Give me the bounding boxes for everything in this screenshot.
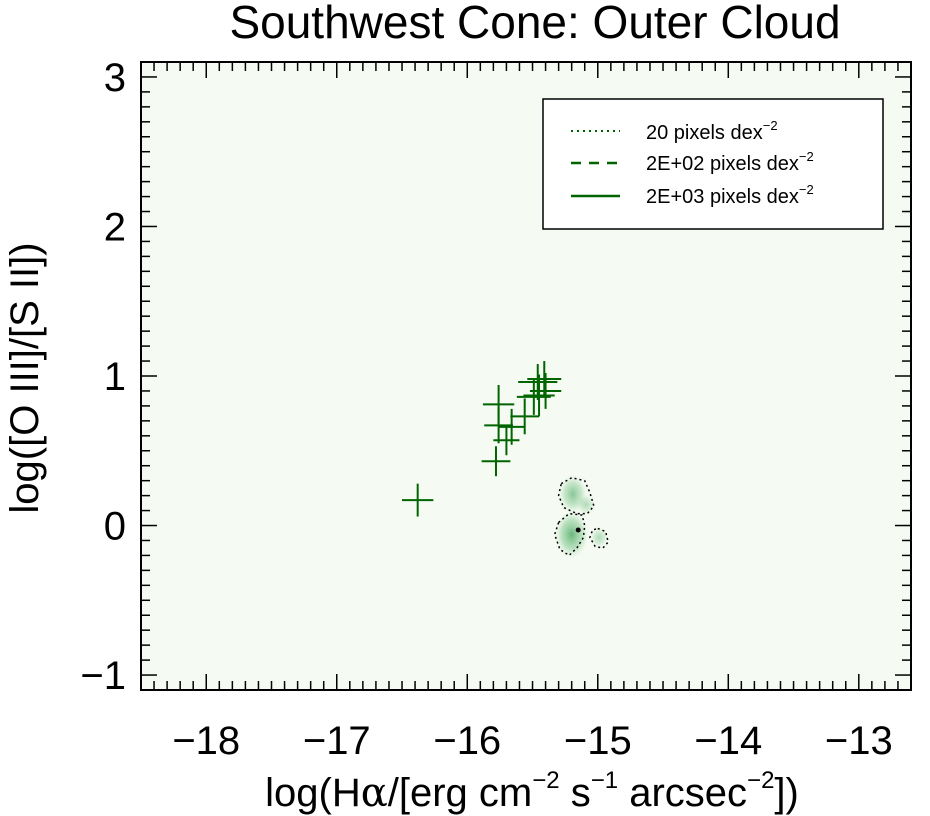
data-point	[482, 384, 515, 424]
x-tick-label: −14	[694, 719, 762, 763]
data-point	[498, 408, 525, 445]
axis-ticks	[140, 61, 912, 691]
y-tick-label: 1	[104, 355, 126, 399]
legend-label-2e02: 2E+02 pixels dex−2	[646, 149, 814, 175]
y-tick-labels: −1 0 1 2 3	[80, 56, 126, 698]
density-region	[576, 494, 596, 516]
x-tick-labels: −18 −17 −16 −15 −14 −13	[172, 719, 892, 763]
density-layer	[554, 474, 609, 559]
y-tick-label: −1	[80, 654, 126, 698]
x-tick-label: −16	[433, 719, 501, 763]
x-axis-label-alpha: α	[361, 770, 388, 816]
density-contour	[589, 527, 610, 549]
y-axis-label: log([O III]/[S II])	[3, 242, 47, 513]
data-point	[493, 425, 520, 456]
y-tick-label: 2	[104, 205, 126, 249]
chart-title: Southwest Cone: Outer Cloud	[229, 0, 840, 48]
density-peak-marker	[575, 527, 581, 533]
x-tick-label: −17	[303, 719, 371, 763]
data-point	[510, 398, 540, 435]
y-tick-label: 3	[104, 56, 126, 100]
x-tick-label: −18	[172, 719, 240, 763]
data-point	[481, 446, 511, 477]
x-axis-label: log(Hα/[erg cm−2 s−1 arcsec−2])	[265, 767, 799, 816]
legend: 20 pixels dex−2 2E+02 pixels dex−2 2E+03…	[542, 98, 884, 230]
x-tick-label: −15	[564, 719, 632, 763]
contour-layer	[553, 476, 610, 557]
data-point	[518, 364, 558, 400]
legend-label-20: 20 pixels dex−2	[646, 118, 778, 144]
data-point	[529, 373, 562, 409]
data-point	[523, 374, 555, 417]
data-point	[402, 483, 434, 517]
density-region	[589, 527, 609, 548]
x-tick-label: −13	[825, 719, 893, 763]
density-contour	[553, 512, 586, 557]
legend-label-2e03: 2E+03 pixels dex−2	[646, 182, 814, 208]
density-region	[554, 510, 589, 559]
y-tick-label: 0	[104, 505, 126, 549]
data-points	[402, 361, 562, 517]
legend-box	[542, 98, 884, 230]
